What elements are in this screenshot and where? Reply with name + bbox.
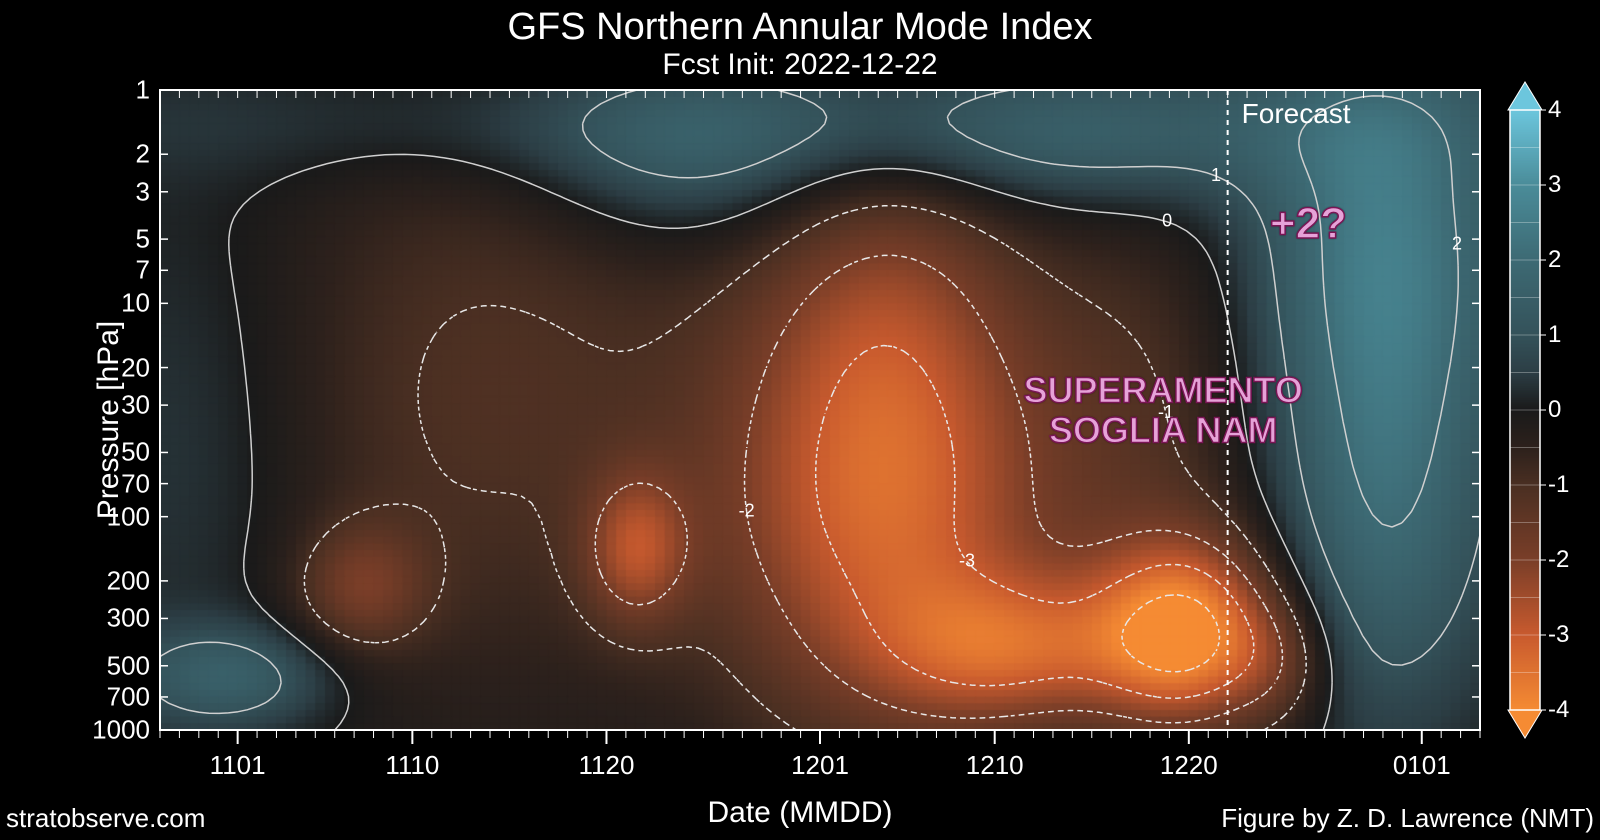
chart-title: GFS Northern Annular Mode Index xyxy=(0,6,1600,49)
colorbar-arrows xyxy=(1508,80,1542,740)
colorbar-tick-label: 1 xyxy=(1548,321,1561,349)
colorbar-tick-label: 3 xyxy=(1548,171,1561,199)
chart-subtitle: Fcst Init: 2022-12-22 xyxy=(0,48,1600,82)
colorbar-tick-label: 2 xyxy=(1548,246,1561,274)
credit-left: stratobserve.com xyxy=(6,803,205,834)
y-tick-label: 10 xyxy=(121,288,150,319)
colorbar-tick-label: -4 xyxy=(1548,696,1569,724)
contour-label: 1 xyxy=(1211,165,1221,185)
forecast-label: Forecast xyxy=(1242,98,1351,130)
y-tick-label: 5 xyxy=(136,224,150,255)
y-tick-label: 7 xyxy=(136,255,150,286)
contour-line xyxy=(304,206,1306,730)
colorbar: 43210-1-2-3-4 xyxy=(1510,110,1540,710)
x-tick-label: 1220 xyxy=(1160,750,1218,781)
x-tick-label: 1210 xyxy=(966,750,1024,781)
contour-line xyxy=(595,255,1282,722)
colorbar-tick-label: -3 xyxy=(1548,621,1569,649)
plot-area: -3-2-1012 123571020305070100200300500700… xyxy=(160,90,1480,730)
colorbar-arrow-top xyxy=(1508,82,1542,110)
colorbar-tick-label: 4 xyxy=(1548,96,1561,124)
contour-line xyxy=(1299,96,1458,527)
annotation-text: SUPERAMENTOSOGLIA NAM xyxy=(1024,370,1303,449)
colorbar-tick-label: -1 xyxy=(1548,471,1569,499)
annotation-text: +2? xyxy=(1270,200,1347,248)
y-tick-label: 300 xyxy=(107,603,150,634)
y-tick-label: 200 xyxy=(107,565,150,596)
contour-label: 2 xyxy=(1452,234,1462,254)
y-tick-label: 30 xyxy=(121,390,150,421)
contour-label: 0 xyxy=(1162,211,1172,231)
y-tick-label: 1 xyxy=(136,75,150,106)
y-tick-label: 20 xyxy=(121,352,150,383)
colorbar-tick-label: -2 xyxy=(1548,546,1569,574)
colorbar-tick-label: 0 xyxy=(1548,396,1561,424)
y-tick-label: 1000 xyxy=(92,715,150,746)
contour-label: -2 xyxy=(739,500,755,520)
colorbar-arrow-bottom xyxy=(1508,710,1542,738)
contour-line xyxy=(1122,595,1220,672)
y-tick-label: 700 xyxy=(107,681,150,712)
x-tick-label: 1110 xyxy=(385,750,439,781)
y-tick-label: 3 xyxy=(136,176,150,207)
x-tick-label: 0101 xyxy=(1393,750,1451,781)
x-tick-label: 1120 xyxy=(579,750,635,781)
x-tick-label: 1101 xyxy=(210,750,266,781)
credit-right: Figure by Z. D. Lawrence (NMT) xyxy=(1221,803,1594,834)
contour-label: -3 xyxy=(959,550,975,570)
y-tick-label: 2 xyxy=(136,139,150,170)
y-tick-label: 100 xyxy=(107,501,150,532)
x-tick-label: 1201 xyxy=(791,750,849,781)
y-tick-label: 500 xyxy=(107,650,150,681)
y-tick-label: 70 xyxy=(121,468,150,499)
y-tick-label: 50 xyxy=(121,437,150,468)
